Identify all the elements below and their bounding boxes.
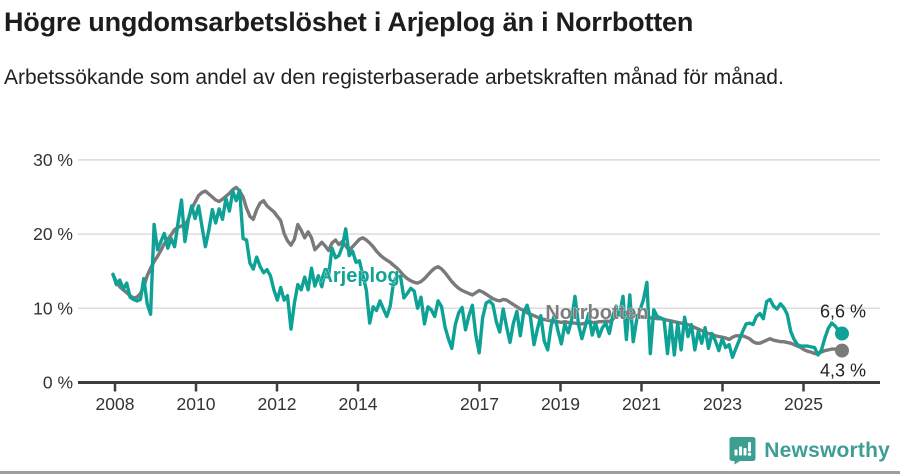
x-axis-label: 2010 (177, 394, 216, 414)
x-axis-label: 2021 (622, 394, 661, 414)
chart-header: Högre ungdomsarbetslöshet i Arjeplog än … (4, 6, 864, 91)
x-axis-label: 2023 (703, 394, 742, 414)
y-axis-label: 10 % (33, 298, 73, 318)
x-axis-label: 2019 (541, 394, 580, 414)
series-line-arjeplog (111, 188, 844, 359)
x-axis-label: 2008 (96, 394, 135, 414)
x-axis-label: 2017 (460, 394, 499, 414)
chart-subtitle: Arbetssökande som andel av den registerb… (4, 65, 784, 89)
newsworthy-logo-icon (729, 437, 756, 465)
end-dot-norrbotten (835, 343, 849, 358)
x-axis-label: 2025 (784, 394, 823, 414)
end-value-label-norrbotten: 4,3 % (820, 361, 866, 381)
x-axis-label: 2012 (258, 394, 297, 414)
x-axis-label: 2014 (339, 394, 378, 414)
series-line-norrbotten (111, 185, 844, 356)
end-dot-arjeplog (835, 326, 849, 341)
series-label-norrbotten: Norrbotten (545, 302, 648, 324)
end-value-label-arjeplog: 6,6 % (820, 302, 866, 322)
series-label-arjeplog: Arjeplog (318, 265, 399, 287)
y-axis-label: 30 % (33, 150, 73, 170)
y-axis-label: 0 % (43, 373, 73, 393)
brand-name: Newsworthy (764, 438, 890, 462)
brand-footer: Newsworthy (729, 436, 890, 465)
page-title: Högre ungdomsarbetslöshet i Arjeplog än … (4, 7, 694, 37)
y-axis-label: 20 % (33, 224, 73, 244)
